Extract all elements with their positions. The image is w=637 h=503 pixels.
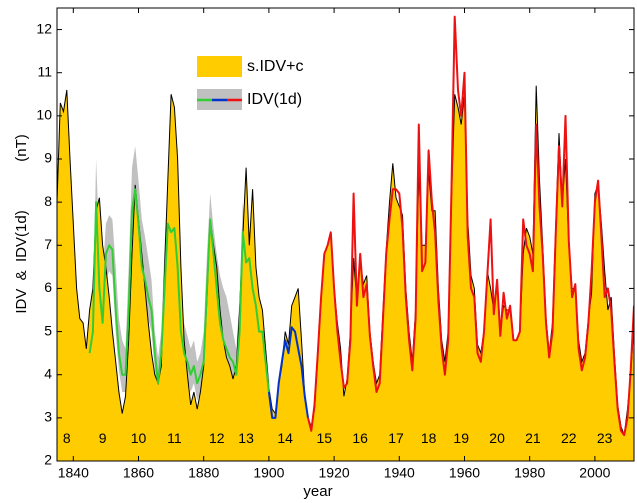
legend-swatch <box>197 56 242 77</box>
x-tick-label: 1980 <box>514 465 545 481</box>
x-tick-label: 1840 <box>58 465 89 481</box>
y-tick-label: 4 <box>44 365 52 381</box>
area <box>57 85 634 461</box>
annotation: 19 <box>453 430 469 446</box>
x-tick-label: 1940 <box>384 465 415 481</box>
plot-frame <box>56 7 635 462</box>
y-tick-label: 7 <box>44 236 52 252</box>
annotation: 22 <box>561 430 577 446</box>
x-tick-label: 1900 <box>253 465 284 481</box>
x-tick-label: 1880 <box>188 465 219 481</box>
overlay: 8 9 10 11 12 13 14 15 16 17 18 19 20 21 22 232345678910… <box>36 7 635 481</box>
legend-label: s.IDV+c <box>247 58 303 75</box>
annotation: 12 <box>209 430 225 446</box>
x-tick-label: 2000 <box>579 465 610 481</box>
line <box>307 15 634 437</box>
x-tick-label: 1860 <box>123 465 154 481</box>
legend-label: IDV(1d) <box>247 91 302 108</box>
y-tick-label: 8 <box>44 193 52 209</box>
annotation: 14 <box>277 430 293 446</box>
annotation: 16 <box>352 430 368 446</box>
annotation: 13 <box>238 430 254 446</box>
y-tick-label: 6 <box>44 279 52 295</box>
y-tick-label: 12 <box>36 20 52 36</box>
annotation: 9 <box>99 430 107 446</box>
y-axis-units: (nT) <box>13 134 30 162</box>
annotation: 8 <box>63 430 71 446</box>
x-axis-label: year <box>303 483 332 500</box>
plot-area <box>57 15 634 461</box>
annotation: 20 <box>489 430 505 446</box>
x-tick-label: 1960 <box>449 465 480 481</box>
y-axis-label: IDV & IDV(1d) <box>13 210 30 313</box>
annotation: 23 <box>597 430 613 446</box>
annotation: 17 <box>388 430 404 446</box>
annotation: 18 <box>421 430 437 446</box>
annotation: 15 <box>317 430 333 446</box>
x-tick-label: 1920 <box>319 465 350 481</box>
y-tick-label: 9 <box>44 150 52 166</box>
annotation: 11 <box>167 430 182 446</box>
annotation: 21 <box>525 430 541 446</box>
annotation: 10 <box>131 430 147 446</box>
area-outline <box>57 85 634 436</box>
line <box>267 326 309 419</box>
y-tick-label: 11 <box>37 63 52 79</box>
y-tick-label: 5 <box>44 322 52 338</box>
y-tick-label: 3 <box>44 409 52 425</box>
line <box>88 188 270 393</box>
y-tick-label: 2 <box>44 452 52 468</box>
y-tick-label: 10 <box>36 107 52 123</box>
